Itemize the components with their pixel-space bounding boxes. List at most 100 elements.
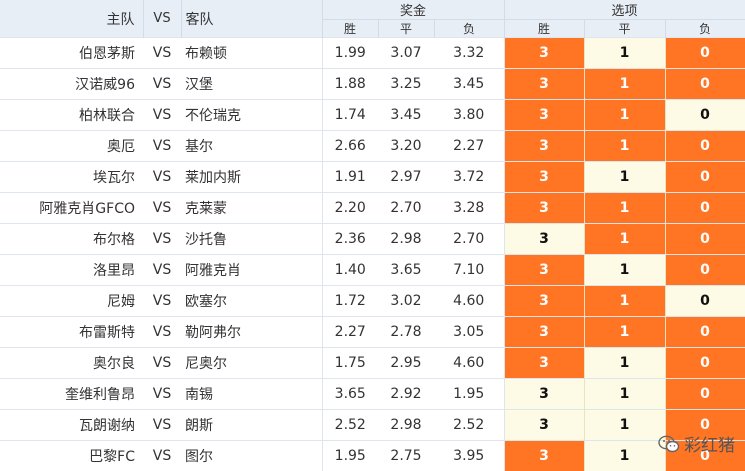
option-lose[interactable]: 0 xyxy=(665,255,745,286)
option-win[interactable]: 3 xyxy=(504,379,584,410)
option-win[interactable]: 3 xyxy=(504,441,584,471)
option-win[interactable]: 3 xyxy=(504,100,584,131)
odds-lose: 2.27 xyxy=(434,131,504,162)
option-lose[interactable]: 0 xyxy=(665,131,745,162)
away-team: 基尔 xyxy=(181,131,322,162)
wechat-icon xyxy=(658,435,680,453)
odds-lose: 7.10 xyxy=(434,255,504,286)
option-win[interactable]: 3 xyxy=(504,317,584,348)
col-away-header: 客队 xyxy=(181,0,322,38)
away-team: 图尔 xyxy=(181,441,322,471)
odds-draw: 3.07 xyxy=(378,38,434,69)
odds-lose: 4.60 xyxy=(434,348,504,379)
option-draw[interactable]: 1 xyxy=(584,162,665,193)
option-lose[interactable]: 0 xyxy=(665,348,745,379)
odds-draw: 2.78 xyxy=(378,317,434,348)
option-draw[interactable]: 1 xyxy=(584,255,665,286)
option-draw[interactable]: 1 xyxy=(584,286,665,317)
option-draw[interactable]: 1 xyxy=(584,69,665,100)
option-draw[interactable]: 1 xyxy=(584,348,665,379)
odds-draw: 3.02 xyxy=(378,286,434,317)
odds-draw: 2.95 xyxy=(378,348,434,379)
option-win[interactable]: 3 xyxy=(504,69,584,100)
option-win[interactable]: 3 xyxy=(504,162,584,193)
option-draw-header: 平 xyxy=(584,20,665,38)
option-win[interactable]: 3 xyxy=(504,410,584,441)
option-win[interactable]: 3 xyxy=(504,131,584,162)
option-draw[interactable]: 1 xyxy=(584,193,665,224)
option-draw[interactable]: 1 xyxy=(584,410,665,441)
option-draw[interactable]: 1 xyxy=(584,379,665,410)
home-team: 汉诺威96 xyxy=(0,69,143,100)
vs-label: VS xyxy=(143,162,181,193)
odds-win: 3.65 xyxy=(322,379,378,410)
odds-lose: 3.95 xyxy=(434,441,504,471)
option-lose[interactable]: 0 xyxy=(665,224,745,255)
away-team: 朗斯 xyxy=(181,410,322,441)
option-draw[interactable]: 1 xyxy=(584,317,665,348)
option-lose[interactable]: 0 xyxy=(665,162,745,193)
vs-label: VS xyxy=(143,131,181,162)
home-team: 瓦朗谢纳 xyxy=(0,410,143,441)
away-team: 阿雅克肖 xyxy=(181,255,322,286)
option-draw[interactable]: 1 xyxy=(584,224,665,255)
odds-lose-header: 负 xyxy=(434,20,504,38)
odds-win: 1.74 xyxy=(322,100,378,131)
odds-draw: 2.92 xyxy=(378,379,434,410)
watermark: 彩红猪 xyxy=(658,431,735,456)
option-draw[interactable]: 1 xyxy=(584,38,665,69)
option-win[interactable]: 3 xyxy=(504,348,584,379)
option-lose[interactable]: 0 xyxy=(665,379,745,410)
vs-label: VS xyxy=(143,286,181,317)
option-lose[interactable]: 0 xyxy=(665,38,745,69)
option-lose[interactable]: 0 xyxy=(665,100,745,131)
vs-label: VS xyxy=(143,348,181,379)
option-lose[interactable]: 0 xyxy=(665,286,745,317)
watermark-text: 彩红猪 xyxy=(684,431,735,456)
odds-win: 1.91 xyxy=(322,162,378,193)
home-team: 奥尔良 xyxy=(0,348,143,379)
option-win[interactable]: 3 xyxy=(504,286,584,317)
odds-draw: 2.98 xyxy=(378,410,434,441)
option-win[interactable]: 3 xyxy=(504,224,584,255)
options-group-header: 选项 xyxy=(504,0,745,20)
option-draw[interactable]: 1 xyxy=(584,131,665,162)
option-lose[interactable]: 0 xyxy=(665,317,745,348)
option-lose[interactable]: 0 xyxy=(665,193,745,224)
home-team: 柏林联合 xyxy=(0,100,143,131)
vs-label: VS xyxy=(143,410,181,441)
odds-lose: 3.28 xyxy=(434,193,504,224)
odds-win: 1.75 xyxy=(322,348,378,379)
odds-win: 1.72 xyxy=(322,286,378,317)
option-win[interactable]: 3 xyxy=(504,193,584,224)
away-team: 莱加内斯 xyxy=(181,162,322,193)
odds-win: 2.52 xyxy=(322,410,378,441)
option-win[interactable]: 3 xyxy=(504,255,584,286)
odds-lose: 2.52 xyxy=(434,410,504,441)
vs-label: VS xyxy=(143,317,181,348)
vs-label: VS xyxy=(143,441,181,471)
odds-draw: 2.75 xyxy=(378,441,434,471)
odds-win: 1.88 xyxy=(322,69,378,100)
option-draw[interactable]: 1 xyxy=(584,441,665,471)
vs-label: VS xyxy=(143,379,181,410)
odds-draw: 2.97 xyxy=(378,162,434,193)
col-vs-header: VS xyxy=(143,0,181,38)
option-win[interactable]: 3 xyxy=(504,38,584,69)
odds-lose: 2.70 xyxy=(434,224,504,255)
vs-label: VS xyxy=(143,255,181,286)
vs-label: VS xyxy=(143,69,181,100)
away-team: 汉堡 xyxy=(181,69,322,100)
option-draw[interactable]: 1 xyxy=(584,100,665,131)
option-lose[interactable]: 0 xyxy=(665,69,745,100)
odds-win: 2.27 xyxy=(322,317,378,348)
